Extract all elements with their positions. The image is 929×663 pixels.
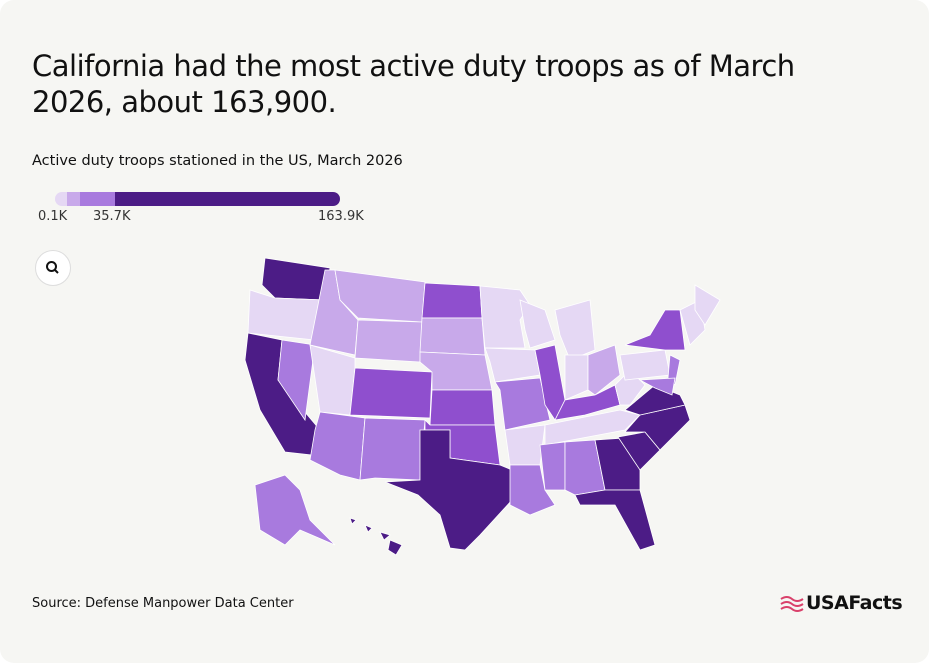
state — [261, 257, 331, 301]
legend-label: 35.7K — [93, 209, 131, 224]
state — [504, 424, 546, 466]
state — [309, 344, 356, 416]
source: Source: Defense Manpower Data Center — [32, 596, 294, 611]
state — [619, 349, 671, 381]
state — [277, 339, 316, 422]
state — [494, 377, 551, 431]
state — [519, 299, 556, 349]
state — [349, 517, 357, 525]
state — [554, 299, 596, 361]
state — [574, 489, 656, 551]
state — [544, 409, 641, 446]
legend-swatch — [80, 192, 115, 206]
legend-label: 163.9K — [318, 209, 364, 224]
state — [309, 411, 366, 481]
state — [254, 474, 336, 546]
state — [421, 282, 483, 319]
state — [638, 377, 676, 396]
state — [354, 319, 423, 363]
state — [479, 285, 531, 349]
state — [379, 531, 391, 541]
search-icon — [46, 261, 59, 274]
state — [694, 284, 721, 326]
state — [484, 347, 541, 383]
legend-swatch — [115, 192, 340, 206]
zoom-button[interactable] — [35, 250, 71, 286]
state — [334, 269, 426, 323]
subtitle: Active duty troops stationed in the US, … — [32, 153, 403, 169]
state — [387, 539, 403, 556]
state — [667, 354, 681, 386]
state — [364, 524, 373, 533]
state — [509, 464, 556, 516]
state — [419, 317, 486, 356]
logo: USAFacts — [806, 592, 903, 614]
state — [349, 367, 433, 419]
title: California had the most active duty troo… — [32, 49, 795, 119]
legend-swatch — [55, 192, 67, 206]
state — [429, 389, 496, 426]
legend-label: 0.1K — [38, 209, 68, 224]
state — [384, 429, 513, 551]
state — [624, 309, 686, 351]
state — [359, 417, 426, 481]
logo-flag — [780, 596, 804, 612]
state — [564, 354, 589, 401]
state — [587, 344, 621, 396]
legend-swatch — [67, 192, 80, 206]
